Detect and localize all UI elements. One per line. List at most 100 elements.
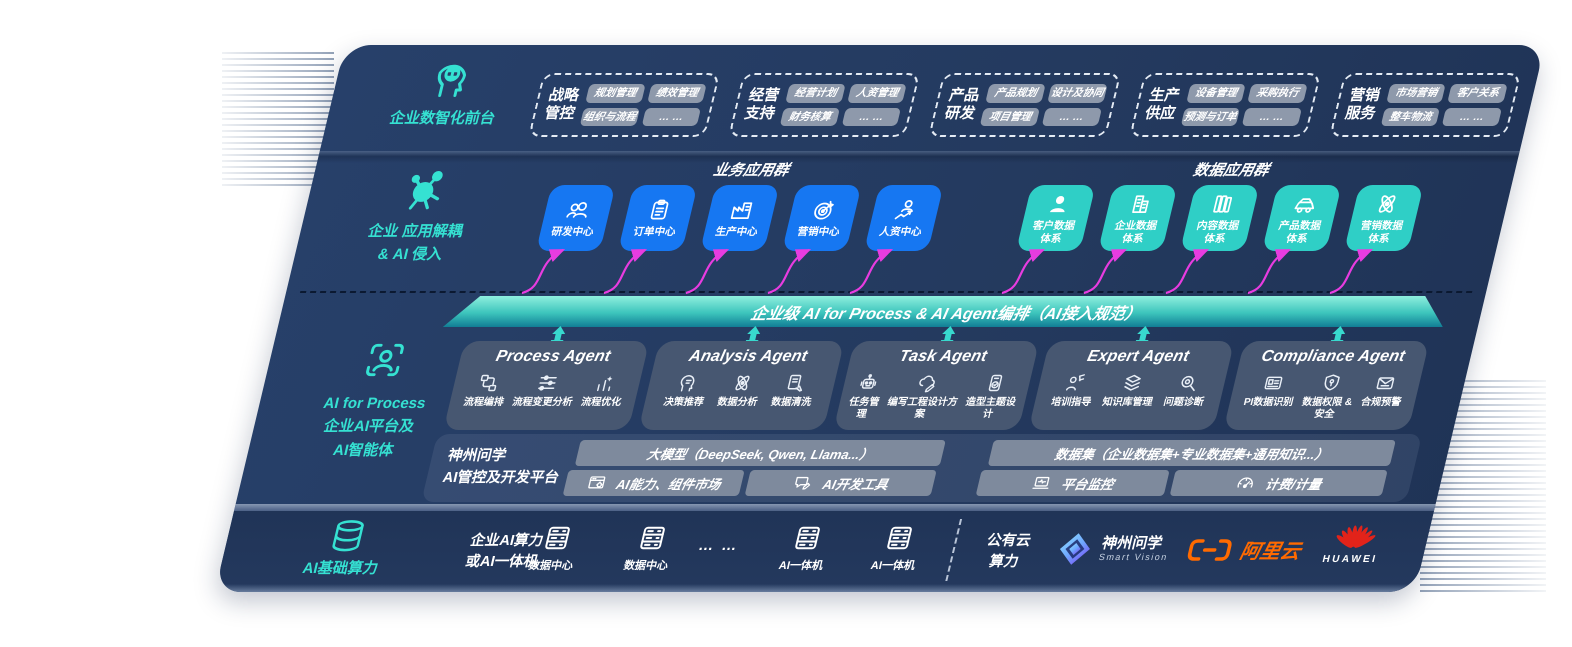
data-app-box: 营销数据 体系 (1343, 185, 1424, 251)
robot-icon (855, 371, 883, 395)
front-group-item: 产品规划 (985, 83, 1046, 103)
business-group-title: 业务应用群 (711, 162, 791, 179)
server-icon (634, 523, 671, 553)
front-group-item: 设备管理 (1185, 83, 1246, 103)
agent-items: 流程编排 流程变更分析 流程优化 (453, 371, 637, 409)
agent-box: Task Agent 任务管理 编写工程设计方案 造型主题设计 (833, 341, 1040, 430)
doc-clean-icon (782, 371, 810, 395)
data-app-box: 内容数据 体系 (1179, 185, 1260, 251)
agent-boxes: Process Agent 流程编排 流程变更分析 流程优化 Analysis Agen… (443, 341, 1430, 430)
front-group-item: 绩效管理 (646, 83, 707, 103)
platform-label: 神州问学 AI管控及开发平台 (440, 448, 561, 487)
agent-items: 决策推荐 数据分析 数据清洗 (648, 371, 832, 409)
platform-tool-box: 计费/计量 (1169, 470, 1388, 496)
front-group-item: … … (841, 107, 902, 127)
front-group-item: 市场营销 (1386, 83, 1447, 103)
front-group-item: 客户关系 (1447, 83, 1508, 103)
infra-node-label: AI一体机 (777, 560, 825, 572)
app-box-label: 研发中心 (549, 226, 595, 239)
front-group-item: 组织与流程 (579, 107, 640, 127)
agent-item-label: 流程编排 (462, 397, 505, 408)
smartvision-diamond-icon (1053, 531, 1098, 567)
data-group-title: 数据应用群 (1191, 162, 1271, 179)
infra-node: AI一体机 (849, 523, 945, 573)
agent-box: Analysis Agent 决策推荐 数据分析 数据清洗 (638, 341, 845, 430)
front-group-items: 设备管理 采购执行 预测与订单… … (1180, 83, 1308, 127)
model-bar: 大模型（DeepSeek, Qwen, Llama...） (574, 440, 946, 466)
platform-tool-label: AI能力、组件市场 (614, 476, 723, 492)
optimize-icon (592, 371, 620, 395)
agent-item: 任务管理 (840, 371, 891, 421)
platform-tool-box: 平台监控 (975, 470, 1170, 496)
infra-node: AI一体机 (757, 523, 853, 573)
atom-icon (1371, 191, 1403, 217)
car-icon (1289, 191, 1321, 217)
front-group-items: 产品规划 设计及协同 项目管理… … (980, 83, 1108, 127)
agent-title: Expert Agent (1085, 348, 1192, 365)
platform-tool-label: 计费/计量 (1263, 476, 1324, 492)
aliyun-logo: 阿里云 (1183, 535, 1304, 564)
huawei-title: HUAWEI (1321, 554, 1379, 565)
agent-items: PI数据识别 数据权限 & 安全 合规预警 (1230, 371, 1417, 421)
business-app-boxes: 研发中心 订单中心 生产中心 营销中心 人资中心 (535, 185, 944, 251)
front-group-title: 产品 研发 (943, 86, 982, 122)
agent-item: 数据分析 (716, 371, 765, 409)
public-cloud-label: 公有云 算力 (985, 533, 1033, 571)
design-check-icon (981, 371, 1009, 395)
bottom-edge-glow (214, 584, 1417, 592)
front-layer-label: 企业数智化前台 (365, 57, 532, 128)
agent-item-label: 培训指导 (1049, 397, 1093, 408)
infra-node-label: 数据中心 (622, 560, 670, 572)
front-group: 产品 研发 产品规划 设计及协同 项目管理… … (928, 73, 1121, 137)
orchestration-bar: 企业级 AI for Process & AI Agent编排（AI接入规范） (443, 296, 1450, 327)
infra-band: AI基础算力 企业AI算力 或AI一体机 … … 公有云 算力 (214, 511, 1434, 592)
business-app-box: 营销中心 (781, 185, 862, 251)
huawei-logo: HUAWEI (1321, 519, 1387, 565)
server-icon (789, 523, 826, 553)
platform-tool-box: AI开发工具 (744, 470, 937, 496)
front-group-title: 经营 支持 (742, 86, 782, 122)
front-layer-title: 企业数智化前台 (387, 110, 498, 127)
huawei-flower-icon (1331, 519, 1379, 553)
front-group: 经营 支持 经营计划 人资管理 财务核算… … (728, 73, 921, 137)
app-box-label: 订单中心 (631, 226, 677, 239)
app-box-label: 客户数据 体系 (1031, 220, 1077, 245)
shield-lock-icon (1318, 371, 1346, 395)
platform-tool-label: 平台监控 (1059, 476, 1116, 492)
infra-node: 数据中心 (602, 523, 698, 573)
agent-items: 任务管理 编写工程设计方案 造型主题设计 (840, 371, 1027, 421)
id-card-icon (1259, 371, 1287, 395)
building-icon (1125, 191, 1157, 217)
agent-item-label: 数据分析 (716, 397, 759, 408)
agent-item-label: PI数据识别 (1242, 397, 1295, 408)
agent-item-label: 合规预警 (1359, 397, 1403, 408)
devtools-icon (791, 473, 816, 493)
app-box-label: 营销中心 (795, 226, 841, 239)
agent-item: 流程优化 (580, 371, 629, 409)
app-box-label: 人资中心 (877, 226, 923, 239)
front-group-title: 营销 服务 (1343, 86, 1382, 122)
infra-node: 数据中心 (507, 523, 603, 573)
front-group-title: 战略 管控 (542, 86, 582, 122)
aliyun-brackets-icon (1184, 537, 1236, 563)
front-group-items: 规划管理 绩效管理 组织与流程… … (579, 83, 707, 127)
front-group-item: 经营计划 (785, 83, 846, 103)
data-app-box: 产品数据 体系 (1261, 185, 1342, 251)
gauge-icon (1233, 473, 1258, 493)
front-group-item: 人资管理 (847, 83, 908, 103)
agent-item-label: 造型主题设计 (964, 397, 1017, 420)
infra-node-label: 数据中心 (527, 560, 575, 572)
workflow-icon (474, 371, 502, 395)
monitor-icon (1029, 473, 1054, 493)
agent-item: 数据权限 & 安全 (1298, 371, 1360, 421)
data-app-box: 企业数据 体系 (1097, 185, 1178, 251)
agent-item: 数据清洗 (770, 371, 819, 409)
agent-item-label: 任务管理 (847, 397, 881, 420)
scan-person-icon (358, 338, 412, 382)
app-box-label: 生产中心 (713, 226, 759, 239)
front-group-item: … … (1041, 107, 1102, 127)
business-app-box: 研发中心 (535, 185, 616, 251)
ai-layer-title: AI for Process 企业AI平台及 AI智能体 (321, 395, 428, 459)
layers-icon (1118, 371, 1146, 395)
app-layer-label: 企业 应用解耦 & AI 侵入 (332, 167, 506, 266)
